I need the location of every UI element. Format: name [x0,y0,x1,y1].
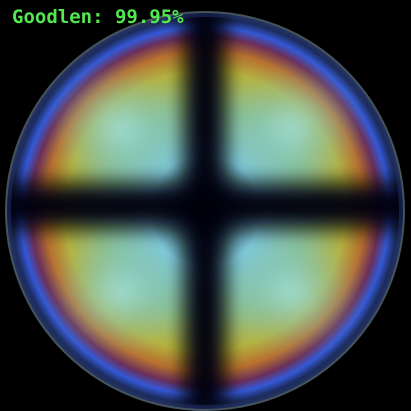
goodness-readout: Goodlen: 99.95% [12,6,184,28]
goodness-value: 99.95% [114,6,184,28]
goodness-label: Goodlen: [12,6,104,28]
